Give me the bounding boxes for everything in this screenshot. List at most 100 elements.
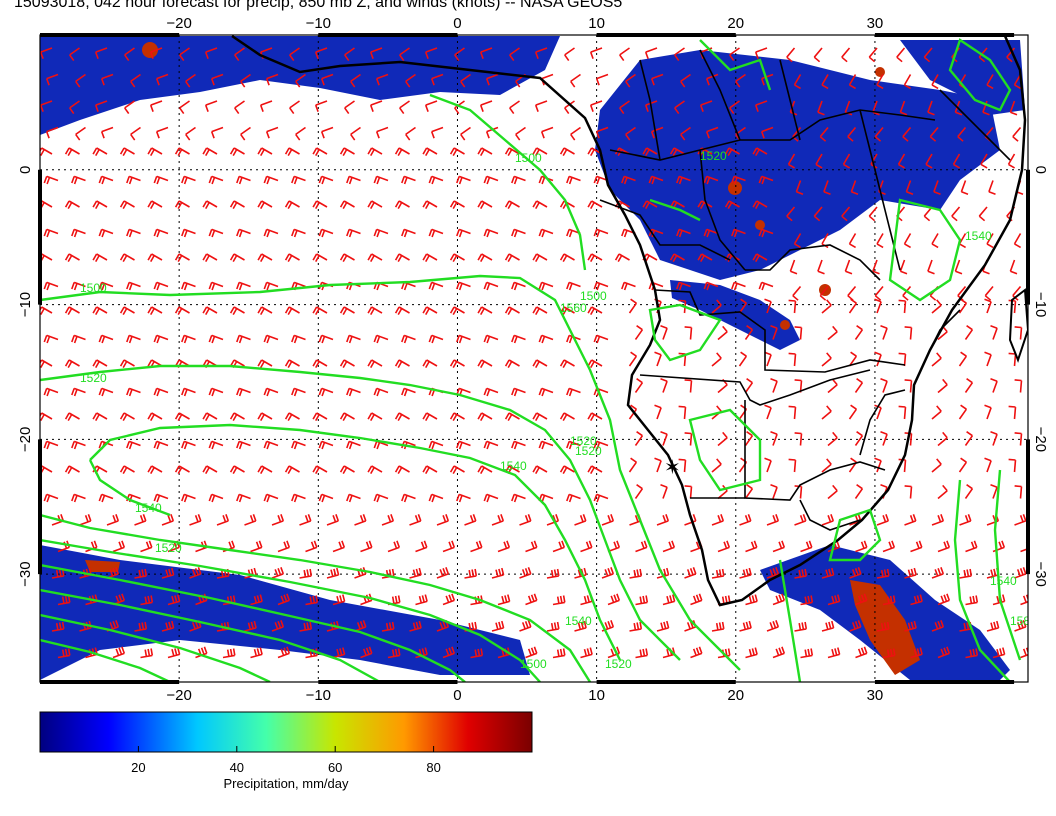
wind-barb: [827, 484, 838, 500]
wind-barb: [566, 387, 581, 397]
wind-barb: [766, 567, 780, 579]
wind-barb: [92, 147, 108, 156]
wind-barb: [401, 387, 416, 397]
wind-barb: [40, 359, 53, 368]
wind-barb: [153, 334, 169, 344]
wind-barb: [850, 180, 859, 195]
wind-barb: [958, 457, 968, 473]
wind-barb: [236, 440, 251, 450]
wind-barb: [1006, 47, 1016, 63]
wind-barb: [644, 47, 658, 59]
wind-barb: [229, 147, 245, 156]
contour-label: 1500: [580, 289, 607, 303]
wind-barb: [449, 359, 465, 368]
wind-barb: [174, 306, 190, 315]
contour-label: 1520: [575, 444, 602, 458]
wind-barb: [532, 359, 548, 368]
wind-barb: [614, 253, 630, 262]
wind-barb: [483, 493, 499, 503]
wind-barb: [927, 259, 935, 275]
wind-barb: [904, 485, 913, 499]
wind-barb: [552, 540, 566, 553]
wind-barb: [738, 298, 748, 314]
wind-barb: [394, 147, 410, 156]
wind-barb: [764, 298, 772, 314]
wind-barb: [793, 233, 802, 249]
wind-barb: [314, 100, 328, 112]
wind-barb: [744, 484, 754, 499]
wind-barb: [153, 493, 169, 503]
wind-barb: [960, 180, 969, 195]
wind-barb: [729, 47, 740, 62]
wind-barb: [595, 126, 609, 139]
wind-barb: [456, 440, 471, 450]
wind-barb: [650, 126, 664, 139]
wind-barb: [984, 298, 992, 314]
wind-barb: [332, 540, 346, 553]
wind-barb: [250, 647, 263, 659]
wind-barb: [882, 648, 896, 659]
precip-area-central-africa: [595, 50, 1000, 280]
wind-barb: [405, 73, 416, 88]
wind-barb: [509, 47, 520, 62]
wind-barb: [898, 405, 907, 420]
precip-cell: [142, 42, 158, 58]
wind-barb: [263, 387, 279, 397]
wind-barb: [126, 228, 141, 238]
wind-barb: [990, 378, 998, 393]
wind-barb: [140, 595, 154, 606]
wind-barb: [284, 147, 300, 156]
wind-barb: [422, 147, 438, 156]
wind-barb: [189, 514, 202, 526]
wind-barb: [745, 647, 758, 659]
wind-barb: [923, 206, 933, 222]
wind-barb: [79, 567, 92, 579]
wind-barb: [511, 334, 526, 344]
wind-barb: [678, 405, 687, 420]
wind-barb: [717, 325, 728, 341]
wind-barb: [898, 299, 907, 314]
wind-barb: [464, 514, 477, 526]
wind-barb: [399, 47, 410, 62]
wind-barb: [552, 648, 566, 659]
wind-barb: [394, 200, 410, 209]
wind-barb: [354, 514, 367, 526]
wind-barb: [244, 620, 257, 632]
wind-barb: [965, 595, 979, 606]
wind-barb: [153, 228, 169, 238]
wind-barb: [369, 47, 383, 59]
wind-barb: [593, 334, 609, 344]
wind-barb: [57, 648, 71, 659]
wind-barb: [179, 47, 190, 62]
wind-barb: [931, 458, 942, 473]
wind-barb: [497, 540, 511, 553]
wind-barb: [208, 387, 224, 397]
wind-barb: [284, 465, 300, 474]
wind-barb: [64, 465, 80, 474]
wind-barb: [98, 334, 114, 344]
wind-barb: [595, 73, 609, 86]
wind-barb: [717, 540, 731, 553]
wind-barb: [409, 514, 422, 526]
wind-barb: [868, 206, 878, 222]
wind-barb: [202, 253, 218, 262]
wind-barb: [360, 646, 373, 659]
wind-barb: [849, 620, 862, 632]
wind-barb: [229, 306, 245, 315]
wind-barb: [449, 306, 465, 315]
wind-barb: [511, 281, 526, 291]
wind-barb: [854, 431, 864, 446]
wind-barb: [794, 568, 808, 579]
wind-barb: [491, 620, 505, 632]
wind-barb: [119, 412, 135, 421]
wind-barb: [937, 431, 948, 447]
precip-cell: [755, 220, 765, 230]
wind-barb: [898, 352, 907, 367]
wind-barb: [257, 412, 273, 421]
contour-label: 1520: [155, 541, 182, 555]
wind-barb: [680, 73, 691, 88]
wind-barb: [540, 126, 554, 139]
wind-barb: [71, 175, 86, 185]
wind-barb: [442, 646, 456, 659]
wind-barb: [872, 100, 880, 116]
